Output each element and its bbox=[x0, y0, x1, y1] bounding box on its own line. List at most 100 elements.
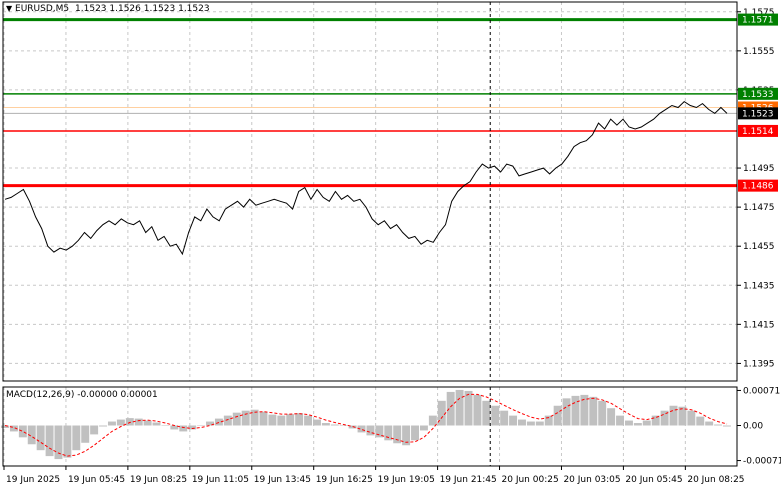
macd-histogram-bar bbox=[107, 421, 116, 426]
price-tick-label: 1.1475 bbox=[743, 203, 775, 213]
macd-histogram-bar bbox=[45, 425, 54, 457]
macd-histogram-bar bbox=[99, 425, 108, 427]
macd-histogram-bar bbox=[170, 425, 179, 430]
macd-histogram-bar bbox=[1, 425, 9, 428]
macd-histogram-bar bbox=[705, 421, 714, 426]
macd-histogram-bar bbox=[304, 415, 313, 426]
price-tick-label: 1.1575 bbox=[743, 8, 775, 18]
macd-histogram-bar bbox=[437, 400, 446, 426]
macd-histogram-bar bbox=[223, 415, 232, 426]
macd-histogram-bar bbox=[464, 390, 473, 426]
macd-label: MACD(12,26,9) -0.00000 0.00001 bbox=[6, 390, 158, 400]
macd-histogram-bar bbox=[72, 425, 81, 451]
price-tick-label: 1.1435 bbox=[743, 281, 775, 291]
macd-histogram-bar bbox=[259, 411, 268, 426]
macd-histogram-bar bbox=[81, 425, 90, 443]
macd-histogram-bar bbox=[197, 425, 206, 426]
macd-histogram-bar bbox=[402, 425, 411, 446]
macd-histogram-bar bbox=[366, 425, 375, 436]
macd-histogram-bar bbox=[188, 425, 197, 430]
level-1533-tag-label: 1.1533 bbox=[742, 90, 774, 100]
level-1533-tag bbox=[738, 87, 778, 100]
time-tick-label: 20 Jun 00:25 bbox=[502, 475, 559, 485]
macd-histogram-bar bbox=[624, 420, 633, 426]
macd-histogram-bar bbox=[143, 420, 152, 426]
macd-histogram-bar bbox=[607, 408, 616, 426]
macd-histogram-bar bbox=[518, 419, 526, 426]
level-1514-tag-label: 1.1514 bbox=[742, 127, 774, 137]
macd-histogram-bar bbox=[268, 414, 277, 426]
macd-histogram-bar bbox=[553, 405, 562, 426]
level-1486-tag-label: 1.1486 bbox=[742, 182, 774, 192]
macd-histogram-bar bbox=[384, 425, 393, 441]
time-tick-label: 19 Jun 05:45 bbox=[68, 475, 125, 485]
level-1523-tag-label: 1.1523 bbox=[742, 109, 774, 119]
macd-histogram-bar bbox=[598, 400, 607, 426]
time-tick-label: 19 Jun 21:45 bbox=[440, 475, 497, 485]
macd-panel-border bbox=[2, 386, 738, 467]
macd-histogram-bar bbox=[446, 391, 455, 426]
time-tick-label: 19 Jun 13:45 bbox=[254, 475, 311, 485]
macd-histogram-bar bbox=[633, 423, 642, 426]
symbol-header: ▼ EURUSD,M5 1.1523 1.1526 1.1523 1.1523 bbox=[6, 4, 210, 14]
macd-signal-line bbox=[4, 393, 728, 457]
time-tick-label: 20 Jun 08:25 bbox=[687, 475, 744, 485]
macd-histogram-bar bbox=[589, 396, 598, 426]
time-tick-label: 19 Jun 16:25 bbox=[316, 475, 373, 485]
level-1571-tag bbox=[738, 13, 778, 26]
macd-histogram-bar bbox=[36, 425, 45, 451]
macd-histogram-bar bbox=[357, 425, 366, 433]
macd-histogram-bar bbox=[375, 425, 384, 438]
macd-tick-label: -0.00071 bbox=[743, 457, 781, 467]
macd-histogram-bar bbox=[723, 425, 731, 427]
macd-histogram-bar bbox=[18, 425, 27, 438]
macd-histogram-bar bbox=[134, 418, 143, 426]
time-tick-label: 19 Jun 19:05 bbox=[378, 475, 435, 485]
price-tick-label: 1.1455 bbox=[743, 242, 775, 252]
macd-histogram-bar bbox=[642, 420, 651, 426]
macd-histogram-bar bbox=[313, 419, 321, 426]
ohlc-values: 1.1523 1.1526 1.1523 1.1523 bbox=[75, 4, 210, 14]
macd-histogram-bar bbox=[616, 415, 625, 426]
main-panel-border bbox=[2, 1, 738, 382]
macd-histogram-bar bbox=[669, 405, 678, 426]
macd-histogram-bar bbox=[9, 425, 18, 432]
macd-histogram-bar bbox=[428, 415, 437, 426]
macd-histogram-bar bbox=[295, 413, 304, 426]
macd-tick-label: 0.00 bbox=[743, 422, 763, 432]
macd-histogram-bar bbox=[696, 416, 705, 426]
macd-histogram-bar bbox=[660, 410, 669, 426]
macd-histogram-bar bbox=[286, 414, 295, 426]
macd-histogram-bar bbox=[206, 421, 214, 426]
macd-histogram-bar bbox=[562, 398, 571, 426]
macd-histogram-bar bbox=[393, 425, 402, 444]
macd-histogram-bar bbox=[161, 425, 170, 426]
macd-tick-label: 0.00071 bbox=[743, 386, 780, 396]
price-tick-label: 1.1415 bbox=[743, 320, 775, 330]
macd-histogram-bar bbox=[526, 421, 535, 426]
time-tick-label: 19 Jun 11:05 bbox=[192, 475, 249, 485]
macd-histogram-bar bbox=[580, 394, 589, 426]
time-tick-label: 20 Jun 03:05 bbox=[563, 475, 620, 485]
macd-histogram-bar bbox=[571, 395, 580, 426]
dropdown-arrow-icon[interactable]: ▼ bbox=[6, 4, 13, 13]
macd-histogram-bar bbox=[152, 422, 161, 426]
macd-histogram-bar bbox=[509, 415, 518, 426]
macd-histogram-bar bbox=[339, 425, 348, 426]
macd-histogram-bar bbox=[277, 415, 286, 426]
macd-histogram-bar bbox=[63, 425, 72, 458]
macd-histogram-bar bbox=[651, 415, 660, 426]
macd-histogram-bar bbox=[54, 425, 63, 460]
price-tick-label: 1.1555 bbox=[743, 47, 775, 57]
macd-histogram-bar bbox=[491, 405, 500, 426]
macd-histogram-bar bbox=[411, 425, 419, 441]
macd-histogram-bar bbox=[419, 425, 428, 431]
price-tick-label: 1.1395 bbox=[743, 359, 775, 369]
macd-histogram-bar bbox=[687, 410, 696, 426]
symbol-label: EURUSD,M5 bbox=[15, 4, 70, 14]
macd-histogram-bar bbox=[535, 421, 544, 426]
macd-histogram-bar bbox=[714, 424, 723, 426]
macd-histogram-bar bbox=[241, 410, 250, 426]
